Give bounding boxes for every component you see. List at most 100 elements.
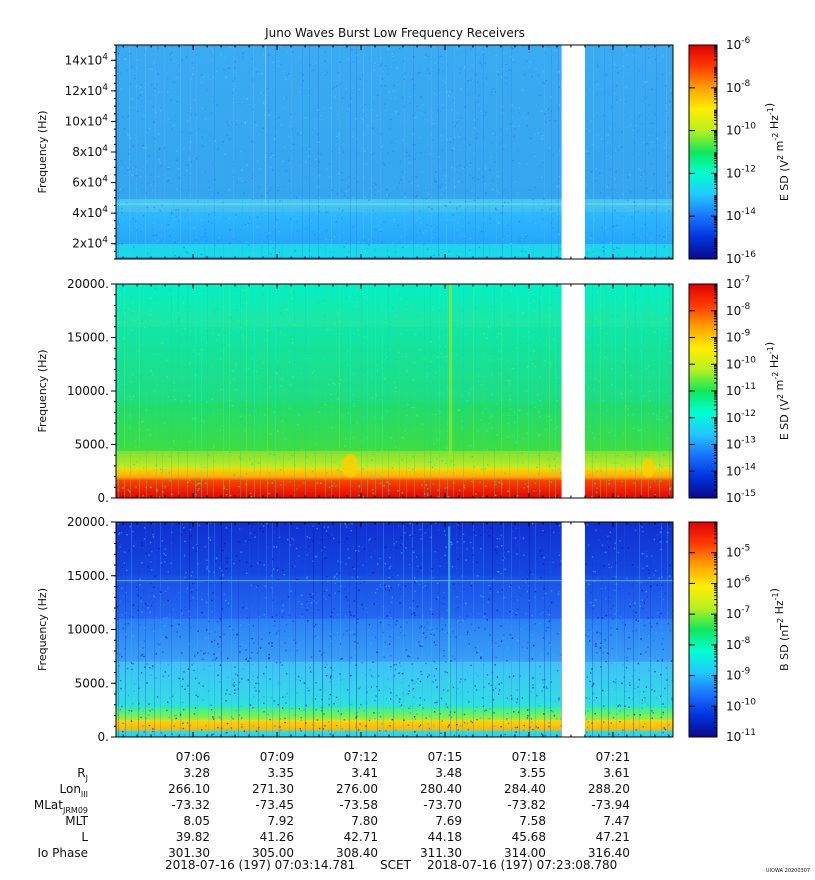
y-tick-label: 4x104 [72, 205, 108, 220]
ephemeris-value: -73.70 [423, 798, 462, 812]
colorbar: 10-7 10-8 10-9 10-10 10-11 10-12 10-13 10-14 10-… [688, 275, 791, 505]
footer-scet-label: SCET [380, 858, 412, 872]
y-tick-label: 2x104 [72, 236, 108, 251]
ephemeris-label: MLatJRM09 [34, 798, 88, 815]
spectrogram-band [116, 661, 673, 708]
ephemeris-value: 3.28 [183, 766, 210, 780]
spectrogram-band [116, 244, 673, 259]
y-axis-label: Frequency (Hz) [36, 588, 49, 671]
x-tick-label: 07:12 [344, 750, 379, 764]
colorbar-tick-label: 10-16 [726, 250, 756, 266]
ephemeris-value: 42.71 [344, 830, 378, 844]
spectrogram-band [116, 45, 673, 200]
spectrogram-band [116, 211, 673, 245]
ephemeris-value: 3.48 [435, 766, 462, 780]
emission-line [449, 284, 452, 466]
y-axis-label: Frequency (Hz) [36, 350, 49, 433]
colorbar-tick-label: 10-8 [726, 302, 751, 318]
spectrogram-band [116, 522, 673, 577]
colorbar-tick-label: 10-8 [726, 79, 751, 95]
y-axis-label: Frequency (Hz) [36, 111, 49, 194]
spectrogram-image [116, 45, 673, 259]
colorbar-label: E SD (V2 m-2 Hz-1) [763, 103, 791, 201]
colorbar-tick-label: 10-5 [726, 544, 750, 560]
spectrogram-streaks [118, 522, 668, 737]
ephemeris-value: 47.21 [596, 830, 630, 844]
ephemeris-value: 3.55 [519, 766, 546, 780]
data-gap [561, 284, 585, 498]
colorbar-tick-label: 10-10 [726, 355, 756, 371]
colorbar-tick-label: 10-11 [726, 728, 756, 744]
emission-line [116, 203, 673, 205]
y-tick-label: 15000. [67, 331, 109, 345]
colorbar-tick-label: 10-10 [726, 697, 756, 713]
ephemeris-value: 280.40 [420, 782, 462, 796]
ephemeris-label: RJ [77, 766, 88, 783]
emission-line [265, 45, 267, 206]
ephemeris-value: 39.82 [176, 830, 210, 844]
ephemeris-value: -73.94 [591, 798, 630, 812]
colorbar-gradient [689, 522, 717, 737]
chart-title: Juno Waves Burst Low Frequency Receivers [264, 26, 525, 40]
ephemeris-value: 41.26 [260, 830, 294, 844]
y-tick-label: 15000. [67, 569, 109, 583]
x-tick-label: 07:18 [512, 750, 547, 764]
data-gap [561, 45, 585, 259]
colorbar-tick-label: 10-11 [726, 382, 756, 398]
y-tick-label: 20000. [67, 515, 109, 529]
ephemeris-value: 3.41 [351, 766, 378, 780]
colorbar-tick-label: 10-7 [726, 275, 750, 291]
ephemeris-value: 7.58 [519, 814, 546, 828]
emission-line [116, 580, 673, 582]
colorbar-frame [688, 44, 718, 260]
x-tick-label: 07:21 [596, 750, 631, 764]
spectrogram-band [116, 284, 673, 328]
ephemeris-value: 314.00 [504, 846, 546, 860]
spectrogram-band [116, 450, 673, 469]
ephemeris-value: 308.40 [336, 846, 378, 860]
emission-line [116, 477, 673, 480]
ephemeris-value: -73.82 [507, 798, 546, 812]
data-gap [561, 522, 585, 737]
colorbar-label: E SD (V2 m-2 Hz-1) [763, 342, 791, 440]
spectrogram-image [116, 284, 673, 498]
colorbar-tick-label: 10-9 [726, 329, 751, 345]
spectrogram-streaks [118, 45, 667, 259]
y-tick-label: 10x104 [65, 113, 109, 128]
spectrogram-band [116, 478, 673, 498]
spectrogram-band [116, 730, 673, 737]
colorbar-tick-label: 10-8 [726, 636, 751, 652]
colorbar-frame [688, 521, 718, 738]
spectrogram-streaks [118, 284, 670, 498]
footer-stamp: UIOWA 20200307 [766, 868, 810, 874]
colorbar-tick-label: 10-15 [726, 489, 756, 505]
emission-line [116, 257, 673, 259]
ephemeris-value: 8.05 [183, 814, 210, 828]
y-tick-label: 0. [98, 491, 109, 505]
ephemeris-value: 271.30 [252, 782, 294, 796]
y-tick-label: 5000. [75, 676, 109, 690]
y-tick-label: 8x104 [72, 144, 108, 159]
colorbar: 10-5 10-6 10-7 10-8 10-9 10-10 10-11 B SD (nT2 … [688, 521, 791, 744]
spectrogram-band [116, 199, 673, 213]
x-tick-label: 07:15 [428, 750, 463, 764]
ephemeris-value: 7.69 [435, 814, 462, 828]
ephemeris-value: -73.45 [255, 798, 294, 812]
colorbar-tick-label: 10-14 [726, 462, 756, 478]
ephemeris-value: 311.30 [420, 846, 462, 860]
spectrogram-band [116, 719, 673, 732]
ephemeris-value: -73.32 [171, 798, 210, 812]
y-tick-label: 14x104 [65, 52, 109, 67]
emission-blob [642, 458, 654, 479]
ephemeris-label: L [81, 830, 88, 844]
footer-end-time: 2018-07-16 (197) 07:23:08.780 [427, 858, 617, 872]
spectrogram-band [116, 401, 673, 452]
spectrogram-speckle [116, 522, 673, 737]
ephemeris-value: 266.10 [168, 782, 210, 796]
colorbar-tick-label: 10-7 [726, 605, 750, 621]
ephemeris-value: 7.47 [603, 814, 630, 828]
x-tick-label: 07:06 [176, 750, 211, 764]
colorbar-tick-label: 10-12 [726, 409, 756, 425]
colorbar-tick-label: 10-6 [726, 574, 751, 590]
